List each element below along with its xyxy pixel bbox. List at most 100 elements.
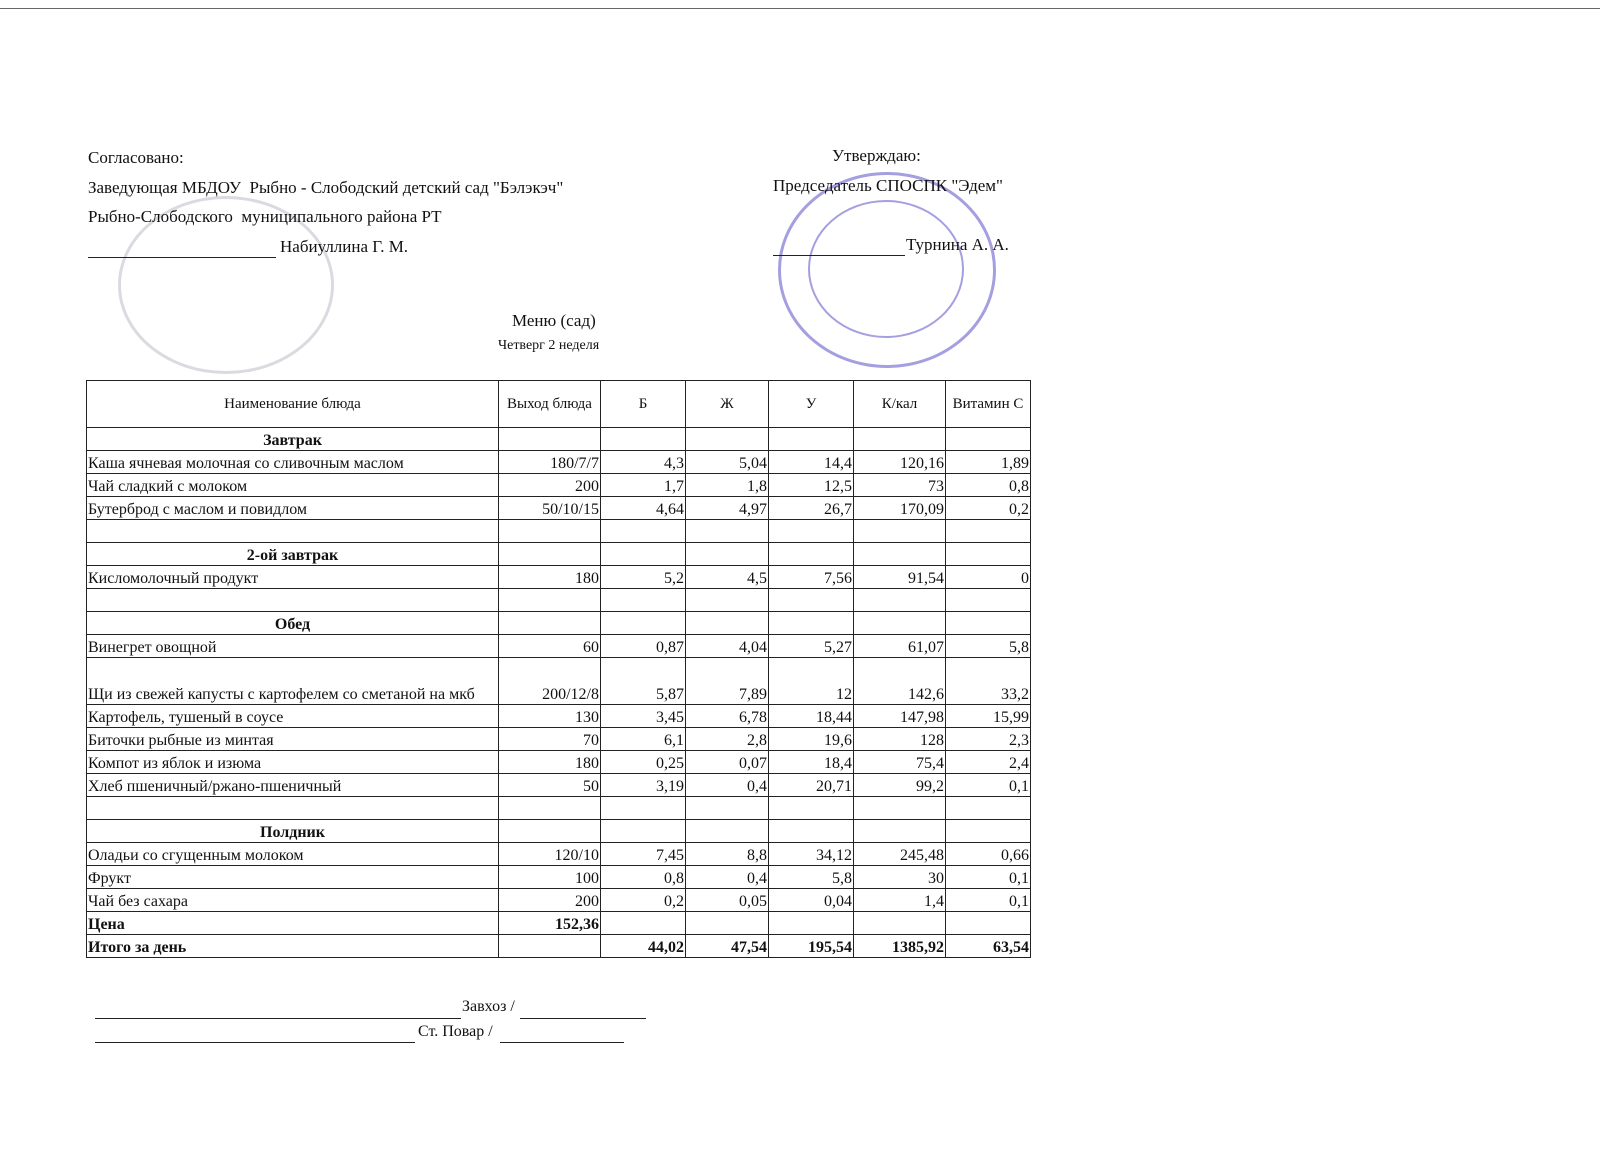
cell: 19,6 <box>768 727 854 751</box>
cell <box>768 542 854 566</box>
header-right-signer: Турнина А. А. <box>906 235 1009 254</box>
dish-name: Оладьи со сгущенным молоком <box>86 842 499 866</box>
signature-label: Ст. Повар / <box>418 1023 493 1040</box>
table-row <box>86 588 1031 612</box>
cell: 5,8 <box>945 634 1031 658</box>
cell: 0,1 <box>945 865 1031 889</box>
header-left-line: Рыбно-Слободского муниципального района … <box>88 207 442 226</box>
dish-name: Фрукт <box>86 865 499 889</box>
cell: 0,87 <box>600 634 686 658</box>
cell: 4,04 <box>685 634 769 658</box>
stamp <box>118 196 334 374</box>
table-row: Каша ячневая молочная со сливочным масло… <box>86 450 1031 474</box>
cell <box>945 427 1031 451</box>
cell <box>498 588 601 612</box>
cell <box>853 519 946 543</box>
cell: 1,4 <box>853 888 946 912</box>
signature-line <box>500 1042 624 1043</box>
dish-name: Щи из свежей капусты с картофелем со сме… <box>86 657 499 705</box>
dish-name <box>86 519 499 543</box>
cell: 200 <box>498 888 601 912</box>
dish-name: Хлеб пшеничный/ржано-пшеничный <box>86 773 499 797</box>
cell <box>945 819 1031 843</box>
cell: 0,04 <box>768 888 854 912</box>
cell <box>498 796 601 820</box>
cell: 5,2 <box>600 565 686 589</box>
cell <box>600 588 686 612</box>
cell <box>685 611 769 635</box>
cell <box>945 542 1031 566</box>
subtitle: Четверг 2 неделя <box>498 338 600 353</box>
cell: 245,48 <box>853 842 946 866</box>
header-cell: У <box>768 380 854 428</box>
cell <box>600 611 686 635</box>
cell <box>498 542 601 566</box>
cell: 4,64 <box>600 496 686 520</box>
table-row: Картофель, тушеный в соусе 130 3,45 6,78 18,… <box>86 704 1031 728</box>
cell <box>945 911 1031 935</box>
table-row: Чай сладкий с молоком 200 1,7 1,8 12,5 73 0,8 <box>86 473 1031 497</box>
table-row: Щи из свежей капусты с картофелем со сме… <box>86 657 1031 705</box>
cell <box>945 796 1031 820</box>
cell: 50 <box>498 773 601 797</box>
cell <box>853 588 946 612</box>
cell <box>685 427 769 451</box>
cell: 2,3 <box>945 727 1031 751</box>
cell <box>853 819 946 843</box>
cell: 0,8 <box>945 473 1031 497</box>
table-row: Оладьи со сгущенным молоком 120/10 7,45 8,8… <box>86 842 1031 866</box>
cell: 3,45 <box>600 704 686 728</box>
header-cell: Б <box>600 380 686 428</box>
cell: 12,5 <box>768 473 854 497</box>
cell <box>498 611 601 635</box>
cell: 4,97 <box>685 496 769 520</box>
cell <box>853 427 946 451</box>
cell: 180 <box>498 750 601 774</box>
cell: 170,09 <box>853 496 946 520</box>
signature-line <box>520 1018 646 1019</box>
table-row: Кисломолочный продукт 180 5,2 4,5 7,56 91,54 0 <box>86 565 1031 589</box>
cell: 91,54 <box>853 565 946 589</box>
cell <box>768 911 854 935</box>
cell: 0,1 <box>945 773 1031 797</box>
title: Меню (сад) <box>512 311 596 330</box>
cell <box>768 427 854 451</box>
cell: 2,4 <box>945 750 1031 774</box>
cell: 142,6 <box>853 657 946 705</box>
header-cell: Выход блюда <box>498 380 601 428</box>
section-title: Полдник <box>86 819 499 843</box>
cell: 75,4 <box>853 750 946 774</box>
cell <box>498 934 601 958</box>
cell: 14,4 <box>768 450 854 474</box>
dish-name <box>86 796 499 820</box>
cell: 200/12/8 <box>498 657 601 705</box>
cell <box>853 611 946 635</box>
cell: 0,4 <box>685 773 769 797</box>
cell: 0 <box>945 565 1031 589</box>
cell: 7,56 <box>768 565 854 589</box>
header-left-signer: Набиуллина Г. М. <box>280 237 409 256</box>
cell: 0,2 <box>600 888 686 912</box>
cell <box>498 819 601 843</box>
cell: 50/10/15 <box>498 496 601 520</box>
table-row: Бутерброд с маслом и повидлом 50/10/15 4,6… <box>86 496 1031 520</box>
dish-name: Кисломолочный продукт <box>86 565 499 589</box>
cell: 0,2 <box>945 496 1031 520</box>
cell: 0,4 <box>685 865 769 889</box>
cell: 12 <box>768 657 854 705</box>
cell <box>685 819 769 843</box>
cell: 180/7/7 <box>498 450 601 474</box>
cell: 100 <box>498 865 601 889</box>
cell: 4,3 <box>600 450 686 474</box>
signature-label: Завхоз / <box>462 998 515 1015</box>
header-cell: Витамин С <box>945 380 1031 428</box>
signature-line <box>95 1042 415 1043</box>
cell <box>853 542 946 566</box>
cell <box>945 588 1031 612</box>
cell <box>853 796 946 820</box>
cell: 0,25 <box>600 750 686 774</box>
table-row: Итого за день 44,02 47,54 195,54 1385,92 63,5… <box>86 934 1031 958</box>
section-row: Полдник <box>86 819 1031 843</box>
cell <box>768 819 854 843</box>
